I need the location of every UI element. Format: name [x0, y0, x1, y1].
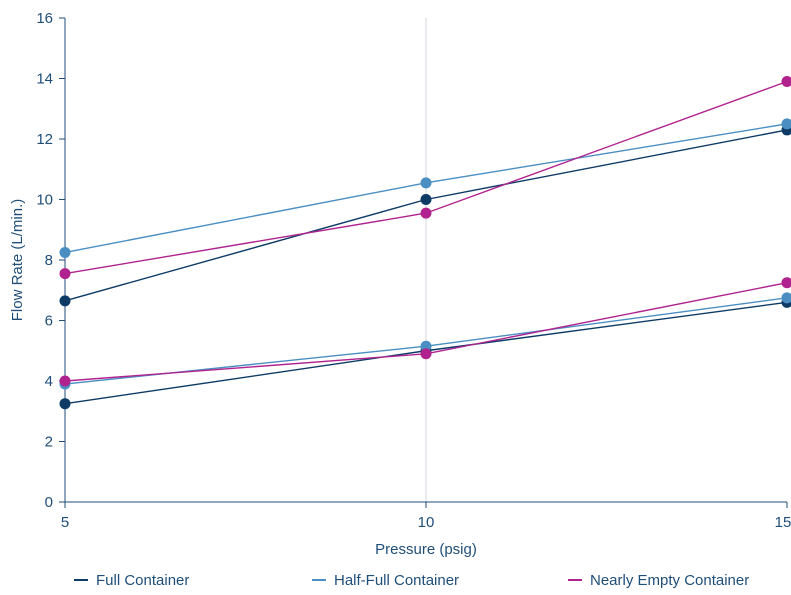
- y-tick-label: 4: [45, 373, 53, 390]
- y-tick-label: 12: [36, 131, 53, 148]
- y-tick-labels: 0 2 4 6 8 10 12 14 16: [36, 10, 53, 511]
- data-point: [781, 277, 791, 289]
- y-tick-label: 14: [36, 71, 53, 88]
- data-point: [59, 375, 71, 387]
- data-point: [59, 295, 71, 307]
- y-axis-title: Flow Rate (L/min.): [9, 199, 26, 322]
- data-point: [420, 194, 432, 205]
- y-tick-label: 16: [36, 10, 53, 27]
- y-tick-label: 6: [45, 313, 53, 330]
- x-axis-title: Pressure (psig): [375, 541, 477, 558]
- legend-label: Half-Full Container: [334, 572, 459, 589]
- x-tick-label: 5: [61, 514, 69, 531]
- y-tick-label: 0: [45, 494, 53, 511]
- data-point: [781, 76, 791, 88]
- data-point: [59, 268, 71, 280]
- legend-label: Full Container: [96, 572, 189, 589]
- data-point: [420, 348, 432, 360]
- legend-item-1: Full Container: [74, 572, 189, 589]
- data-point: [420, 177, 432, 189]
- data-point: [420, 207, 432, 219]
- y-tick-label: 10: [36, 192, 53, 209]
- y-tick-label: 2: [45, 434, 53, 451]
- x-tick-label: 15: [775, 514, 791, 531]
- legend-item-2: Half-Full Container: [312, 572, 459, 589]
- legend-item-3: Nearly Empty Container: [568, 572, 749, 589]
- axes: [59, 17, 788, 508]
- series-group: [59, 76, 791, 410]
- data-point: [59, 246, 71, 258]
- data-point: [420, 340, 432, 352]
- data-point: [59, 398, 71, 410]
- y-tick-label: 8: [45, 252, 53, 269]
- x-tick-label: 10: [418, 514, 435, 531]
- legend-label: Nearly Empty Container: [590, 572, 749, 589]
- data-point: [781, 118, 791, 130]
- x-tick-labels: 5 10 15: [61, 514, 791, 531]
- data-point: [781, 292, 791, 304]
- series-3: [59, 76, 791, 387]
- series-1: [59, 124, 791, 410]
- legend: Full Container Half-Full Container Nearly …: [74, 572, 749, 589]
